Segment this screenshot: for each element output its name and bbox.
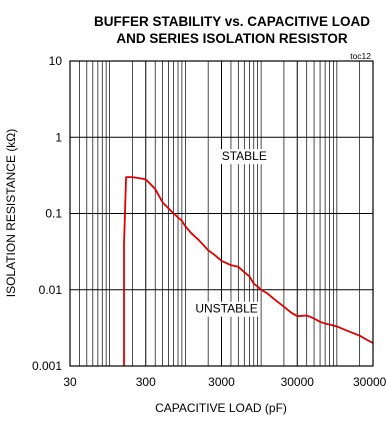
annotation-label: UNSTABLE [195, 302, 257, 316]
annotation-bg [219, 149, 270, 165]
x-axis-label: CAPACITIVE LOAD (pF) [155, 401, 287, 415]
chart-title: BUFFER STABILITY vs. CAPACITIVE LOAD [94, 14, 370, 29]
x-tick-label: 30000 [281, 375, 315, 389]
annotation-bg [194, 301, 259, 317]
figure-ref: toc12 [350, 51, 371, 61]
plot-frame [69, 60, 374, 367]
grid [70, 61, 373, 366]
y-tick-label: 0.1 [45, 207, 62, 221]
y-tick-label: 0.001 [32, 359, 62, 373]
x-tick-label: 3000 [208, 375, 235, 389]
annotation-label: STABLE [222, 149, 267, 163]
y-tick-label: 1 [55, 130, 62, 144]
x-tick-label: 300 [136, 375, 156, 389]
annotations: STABLE UNSTABLE [194, 149, 270, 317]
chart-subtitle: AND SERIES ISOLATION RESISTOR [116, 31, 348, 46]
series-layer [123, 176, 374, 366]
y-tick-label: 0.01 [39, 283, 63, 297]
series-line [123, 176, 374, 366]
y-axis-label: ISOLATION RESISTANCE (kΩ) [4, 129, 18, 298]
x-tick-label: 30 [63, 375, 77, 389]
y-tick-label: 10 [49, 54, 63, 68]
